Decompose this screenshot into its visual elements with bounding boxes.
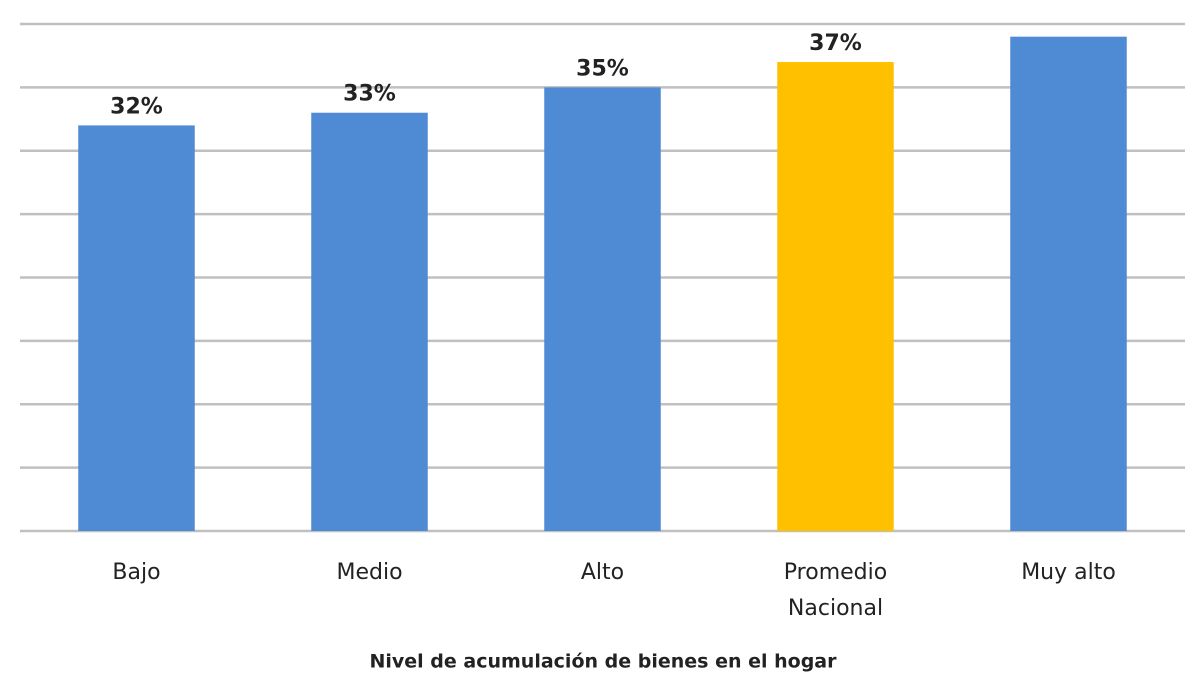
data-label: 32%: [110, 94, 163, 119]
bar: [544, 87, 661, 531]
bar: [1010, 36, 1127, 532]
bar: [777, 62, 894, 532]
x-tick-label: Alto: [581, 560, 624, 585]
x-tick-label: Bajo: [112, 560, 160, 585]
x-tick-label: Promedio Nacional: [784, 560, 887, 621]
x-axis-title: Nivel de acumulación de bienes en el hog…: [369, 651, 837, 673]
data-label: 35%: [576, 56, 629, 81]
data-label: 33%: [343, 82, 396, 107]
data-label: 37%: [809, 31, 862, 56]
bar: [78, 125, 195, 532]
x-tick-label: Muy alto: [1021, 560, 1116, 585]
x-tick-label: Medio: [336, 560, 402, 585]
bar: [311, 112, 428, 531]
